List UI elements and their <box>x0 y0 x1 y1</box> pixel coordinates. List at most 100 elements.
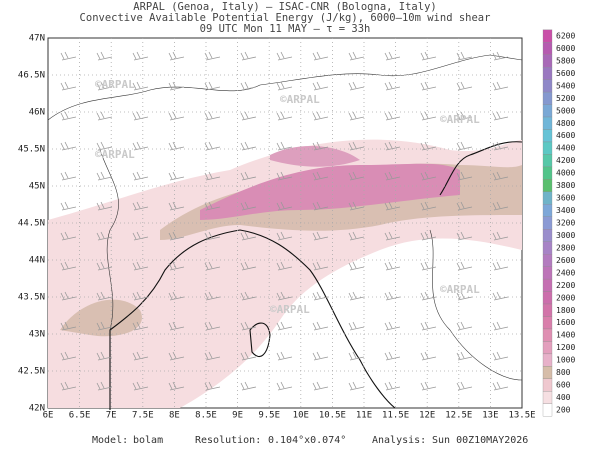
watermark: ©ARPAL <box>95 148 135 161</box>
wind-barb <box>384 351 401 361</box>
wind-barb <box>384 231 401 241</box>
lat-label: 42N <box>29 404 45 414</box>
wind-barb <box>132 81 149 91</box>
wind-barb <box>240 51 257 61</box>
title-line: Convective Available Potential Energy (J… <box>80 12 491 24</box>
wind-barb <box>348 381 365 391</box>
wind-barb <box>492 81 509 91</box>
lat-label: 43N <box>29 330 45 340</box>
wind-barb <box>96 81 113 91</box>
wind-barb <box>420 291 437 301</box>
lat-label: 46.5N <box>18 71 45 81</box>
coastline <box>439 141 523 196</box>
wind-barb <box>420 51 437 61</box>
lon-label: 8E <box>169 411 180 421</box>
wind-barb <box>132 141 149 151</box>
wind-barb <box>456 141 473 151</box>
wind-barb <box>204 81 221 91</box>
colorbar-label: 3400 <box>556 206 575 215</box>
shading-tan <box>60 299 142 337</box>
wind-barb <box>60 381 77 391</box>
colorbar-swatch <box>542 116 553 130</box>
grid <box>48 38 522 408</box>
wind-barb <box>96 231 113 241</box>
wind-barb <box>276 141 293 151</box>
border <box>429 229 523 381</box>
lon-label: 7.5E <box>132 411 154 421</box>
colorbar-swatch <box>542 91 553 105</box>
wind-barb <box>312 351 329 361</box>
wind-barb <box>132 291 149 301</box>
wind-barb <box>312 201 329 211</box>
wind-barb <box>276 51 293 61</box>
wind-barb <box>384 201 401 211</box>
wind-barb <box>240 81 257 91</box>
wind-barb <box>456 291 473 301</box>
wind-barb <box>96 291 113 301</box>
wind-barb <box>168 321 185 331</box>
wind-barb <box>240 351 257 361</box>
colorbar-swatch <box>542 104 553 118</box>
colorbar-label: 400 <box>556 393 571 402</box>
wind-barb <box>204 51 221 61</box>
lon-label: 8.5E <box>195 411 217 421</box>
wind-barb <box>204 351 221 361</box>
wind-barb <box>420 231 437 241</box>
wind-barb <box>240 201 257 211</box>
colorbar-label: 6200 <box>556 32 575 41</box>
colorbar-swatch <box>542 291 553 305</box>
colorbar-label: 2400 <box>556 268 575 277</box>
wind-barb <box>96 201 113 211</box>
wind-barb <box>204 231 221 241</box>
lon-label: 13E <box>482 411 498 421</box>
wind-barb <box>96 111 113 121</box>
wind-barb <box>312 291 329 301</box>
colorbar-label: 1200 <box>556 343 575 352</box>
colorbar-label: 3800 <box>556 181 575 190</box>
coastline <box>249 322 271 357</box>
wind-barb <box>384 141 401 151</box>
wind-barb <box>60 141 77 151</box>
wind-barb <box>492 171 509 181</box>
wind-barb <box>348 81 365 91</box>
colorbar-label: 2600 <box>556 256 575 265</box>
colorbar-label: 6000 <box>556 44 575 53</box>
wind-barb <box>384 81 401 91</box>
footer-label: Model: <box>92 435 128 446</box>
wind-barb <box>96 171 113 181</box>
map-area <box>47 37 523 410</box>
wind-barb <box>348 141 365 151</box>
wind-barb <box>60 351 77 361</box>
wind-barb <box>240 291 257 301</box>
wind-barb <box>384 261 401 271</box>
wind-barb <box>312 321 329 331</box>
wind-barb <box>420 261 437 271</box>
colorbar-label: 3600 <box>556 194 575 203</box>
colorbar-swatch <box>542 278 553 292</box>
lon-label: 9E <box>232 411 243 421</box>
wind-barb <box>240 381 257 391</box>
wind-barb <box>420 201 437 211</box>
lat-label: 47N <box>29 34 45 44</box>
wind-barb <box>60 201 77 211</box>
lon-label: 12.5E <box>445 411 472 421</box>
wind-barb <box>348 261 365 271</box>
wind-barb <box>456 171 473 181</box>
watermark: ©ARPAL <box>280 93 320 106</box>
wind-barb <box>492 351 509 361</box>
lon-label: 9.5E <box>258 411 280 421</box>
colorbar-swatch <box>542 378 553 392</box>
colorbar-swatch <box>542 154 553 168</box>
wind-barb <box>276 381 293 391</box>
wind-barb <box>456 321 473 331</box>
wind-barb <box>132 171 149 181</box>
wind-barb <box>276 171 293 181</box>
colorbar-label: 1000 <box>556 356 575 365</box>
wind-barb <box>348 351 365 361</box>
wind-barb <box>420 141 437 151</box>
wind-barb <box>384 381 401 391</box>
wind-barb <box>312 51 329 61</box>
footer-value: bolam <box>133 435 163 446</box>
lon-label: 11.5E <box>382 411 409 421</box>
lat-label: 42.5N <box>18 367 45 377</box>
